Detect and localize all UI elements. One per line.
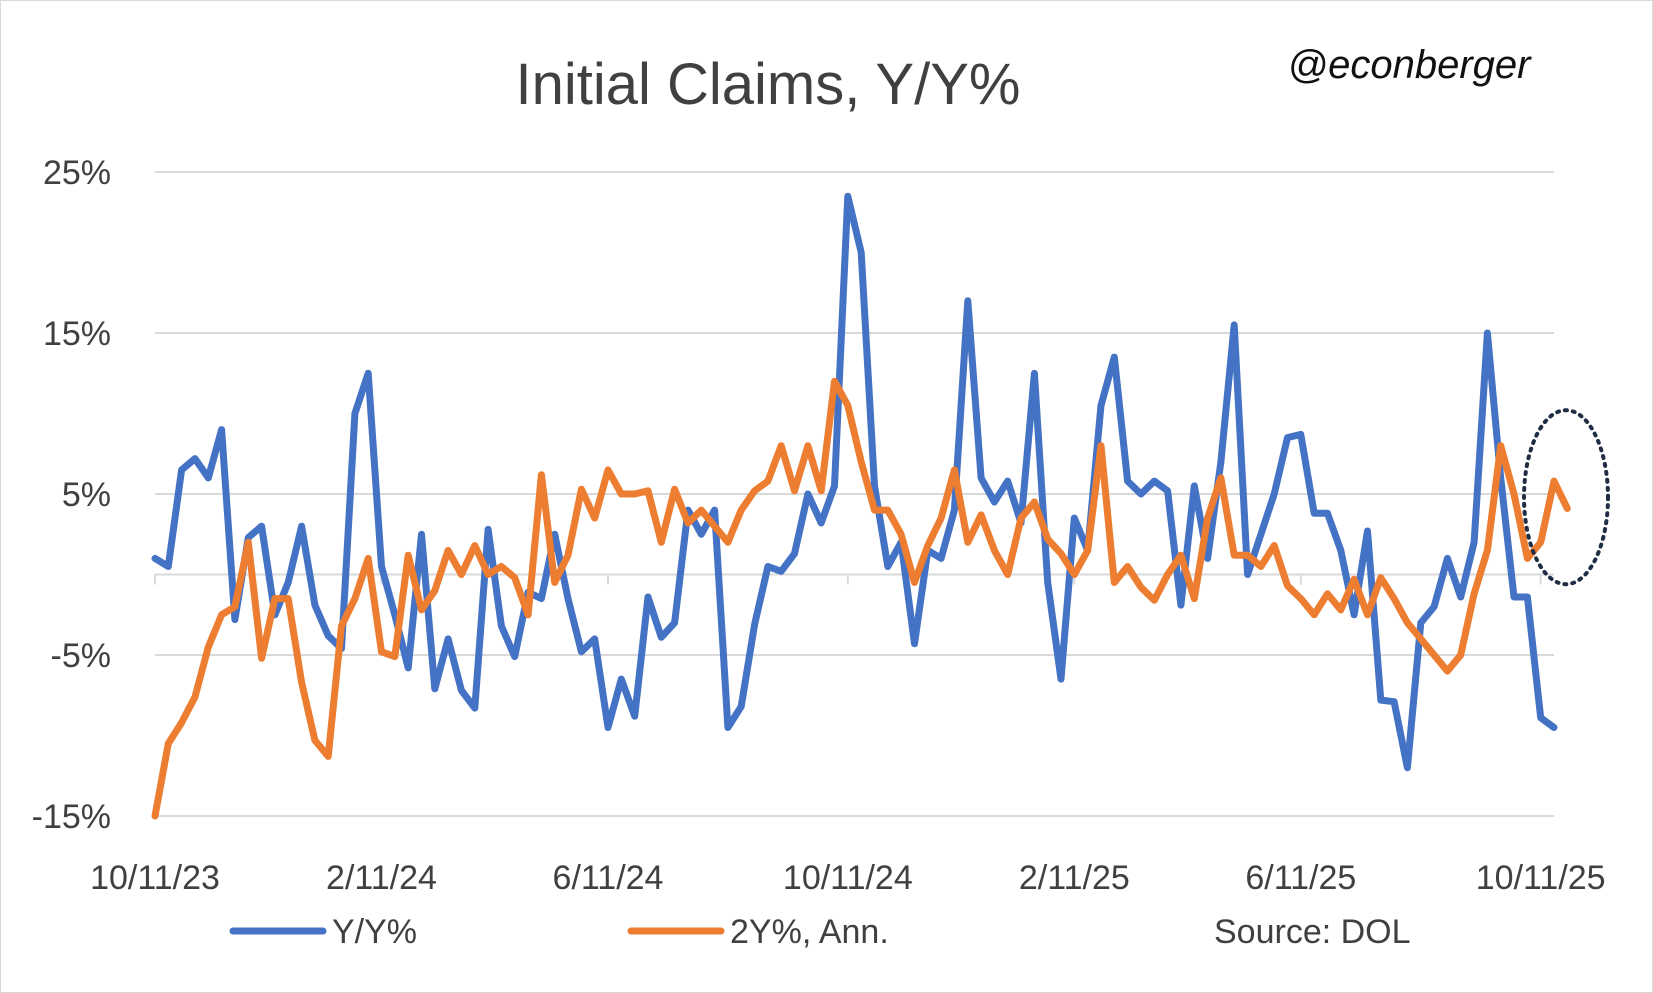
y-tick-label: 15% xyxy=(43,315,111,353)
series-line-2y-ann xyxy=(151,377,1571,820)
y-tick-label: 25% xyxy=(43,154,111,192)
x-tick-label: 2/11/24 xyxy=(326,859,437,897)
source-note: Source: DOL xyxy=(1214,913,1411,951)
series-line-yoy xyxy=(151,192,1558,772)
x-axis-ticks: 10/11/23 2/11/24 6/11/24 10/11/24 2/11/25 6/1… xyxy=(90,859,1606,897)
legend-label-2y-ann: 2Y%, Ann. xyxy=(730,913,889,951)
x-tick-label: 10/11/24 xyxy=(783,859,913,897)
y-tick-label: -5% xyxy=(51,637,111,675)
annotation xyxy=(1522,408,1610,587)
credit-text: @econberger xyxy=(1288,43,1533,87)
y-tick-label: 5% xyxy=(62,476,111,514)
y-tick-label: -15% xyxy=(32,798,111,836)
highlight-ellipse xyxy=(1522,408,1610,587)
gridlines xyxy=(154,171,1554,817)
x-tick-label: 2/11/25 xyxy=(1019,859,1130,897)
x-tick-label: 10/11/25 xyxy=(1476,859,1606,897)
x-tick-label: 10/11/23 xyxy=(90,859,220,897)
y-axis-ticks: 25% 15% 5% -5% -15% xyxy=(32,154,111,836)
series-lines xyxy=(151,192,1571,820)
legend-label-yoy: Y/Y% xyxy=(332,913,417,951)
x-tick-label: 6/11/25 xyxy=(1245,859,1356,897)
legend: Y/Y% 2Y%, Ann. Source: DOL xyxy=(229,913,1411,951)
chart-title: Initial Claims, Y/Y% xyxy=(516,52,1021,117)
x-tick-label: 6/11/24 xyxy=(553,859,664,897)
